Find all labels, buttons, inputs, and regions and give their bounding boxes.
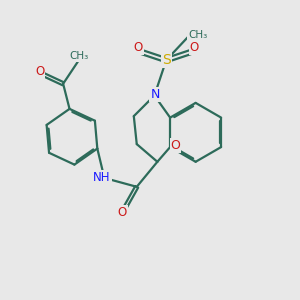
Text: O: O	[134, 41, 143, 54]
Text: O: O	[190, 41, 199, 54]
Text: S: S	[162, 53, 171, 67]
Text: O: O	[117, 206, 127, 219]
Text: NH: NH	[93, 171, 111, 184]
Text: N: N	[150, 88, 160, 101]
Text: O: O	[170, 139, 180, 152]
Text: CH₃: CH₃	[188, 30, 207, 40]
Text: O: O	[35, 64, 44, 78]
Text: CH₃: CH₃	[70, 51, 89, 62]
